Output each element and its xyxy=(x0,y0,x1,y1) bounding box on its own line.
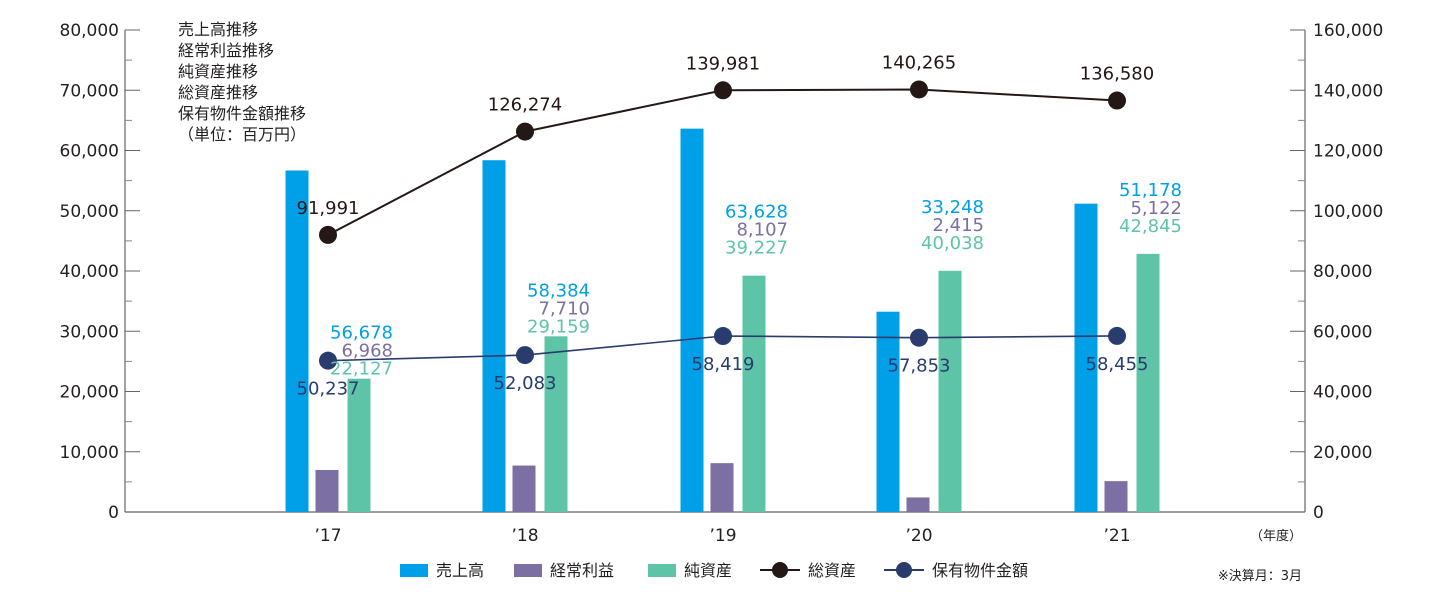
right-tick-label: 80,000 xyxy=(1313,262,1372,282)
left-tick-label: 60,000 xyxy=(60,142,119,162)
line-point-3-0 xyxy=(319,225,337,244)
bar-label-profit-3: 2,415 xyxy=(932,215,984,236)
title-line-0: 売上高推移 xyxy=(178,20,258,39)
bar-label-sales-4: 51,178 xyxy=(1119,180,1182,201)
line-point-4-0 xyxy=(319,351,337,370)
left-tick-label: 80,000 xyxy=(60,21,119,41)
legend-label-0: 売上高 xyxy=(436,561,484,580)
bar-0-1 xyxy=(482,160,506,513)
bar-1-2 xyxy=(710,463,734,512)
right-tick-label: 40,000 xyxy=(1313,383,1372,403)
legend-label-2: 純資産 xyxy=(684,561,732,580)
bar-2-3 xyxy=(938,270,962,512)
total-assets-label-4: 136,580 xyxy=(1080,64,1154,85)
property-label-1: 52,083 xyxy=(494,373,557,394)
fiscal-note: ※決算月：3月 xyxy=(1218,569,1302,584)
x-tick-label: ’18 xyxy=(511,526,538,546)
bar-1-3 xyxy=(906,497,930,512)
bar-0-0 xyxy=(285,170,309,512)
line-point-4-1 xyxy=(516,346,534,365)
legend-label-1: 経常利益 xyxy=(550,561,614,580)
title-line-3: 総資産推移 xyxy=(178,83,258,102)
bar-label-net-1: 29,159 xyxy=(527,316,590,337)
bar-1-1 xyxy=(512,465,536,512)
series-line-3 xyxy=(327,88,1118,236)
total-assets-label-2: 139,981 xyxy=(686,53,760,74)
right-tick-label: 100,000 xyxy=(1313,202,1383,222)
x-tick-label: ’20 xyxy=(905,526,932,546)
total-assets-label-1: 126,274 xyxy=(488,95,562,116)
right-tick-label: 0 xyxy=(1313,503,1324,523)
line-point-4-2 xyxy=(714,327,732,346)
property-label-3: 57,853 xyxy=(888,356,951,377)
bar-2-0 xyxy=(347,378,371,512)
right-tick-label: 20,000 xyxy=(1313,443,1372,463)
left-tick-label: 10,000 xyxy=(60,443,119,463)
right-tick-label: 60,000 xyxy=(1313,322,1372,342)
bar-label-profit-4: 5,122 xyxy=(1130,198,1182,219)
left-tick-label: 50,000 xyxy=(60,202,119,222)
right-tick-label: 120,000 xyxy=(1313,142,1383,162)
legend-marker-3 xyxy=(772,562,788,578)
line-point-4-3 xyxy=(910,328,928,347)
bar-0-3 xyxy=(876,311,900,512)
legend-label-3: 総資産 xyxy=(808,561,856,580)
line-point-3-1 xyxy=(516,122,534,141)
bar-label-profit-2: 8,107 xyxy=(736,220,788,241)
bar-label-net-4: 42,845 xyxy=(1119,216,1182,237)
bar-label-profit-1: 7,710 xyxy=(538,298,590,319)
property-label-4: 58,455 xyxy=(1086,354,1149,375)
line-point-3-4 xyxy=(1108,91,1126,110)
title-line-1: 経常利益推移 xyxy=(178,41,274,60)
bar-label-net-3: 40,038 xyxy=(921,233,984,254)
bar-2-2 xyxy=(742,275,766,512)
bar-label-sales-3: 33,248 xyxy=(921,197,984,218)
right-tick-label: 160,000 xyxy=(1313,21,1383,41)
left-tick-label: 0 xyxy=(108,503,119,523)
property-label-0: 50,237 xyxy=(297,379,360,400)
bar-label-sales-1: 58,384 xyxy=(527,280,590,301)
property-label-2: 58,419 xyxy=(692,354,755,375)
bar-label-sales-2: 63,628 xyxy=(725,202,788,223)
x-tick-label: ’21 xyxy=(1103,526,1130,546)
bar-label-sales-0: 56,678 xyxy=(330,323,393,344)
line-point-3-3 xyxy=(910,80,928,99)
lines xyxy=(319,80,1126,370)
legend-swatch-1 xyxy=(514,564,542,577)
bar-label-net-0: 22,127 xyxy=(330,359,393,380)
bar-1-4 xyxy=(1104,481,1128,512)
bar-2-4 xyxy=(1136,253,1160,512)
legend-label-4: 保有物件金額 xyxy=(932,561,1028,580)
left-tick-label: 30,000 xyxy=(60,322,119,342)
left-tick-label: 70,000 xyxy=(60,81,119,101)
total-assets-label-3: 140,265 xyxy=(882,52,956,73)
bar-2-1 xyxy=(544,336,568,512)
line-point-3-2 xyxy=(714,81,732,100)
legend-marker-4 xyxy=(896,562,912,578)
axes: 0 10,000 20,000 30,000 40,000 50,000 60,000 70,… xyxy=(60,21,1384,584)
bar-label-net-2: 39,227 xyxy=(725,238,788,259)
right-tick-label: 140,000 xyxy=(1313,81,1383,101)
legend: 売上高 経常利益 純資産 総資産 保有物件金額 xyxy=(400,561,1028,580)
x-tick-label: ’17 xyxy=(314,526,341,546)
bar-0-2 xyxy=(680,128,704,512)
title-line-2: 純資産推移 xyxy=(178,62,258,81)
left-tick-label: 20,000 xyxy=(60,383,119,403)
left-tick-label: 40,000 xyxy=(60,262,119,282)
x-tick-label: ’19 xyxy=(709,526,736,546)
legend-swatch-2 xyxy=(648,564,676,577)
line-point-4-4 xyxy=(1108,326,1126,345)
bar-0-4 xyxy=(1074,203,1098,512)
total-assets-label-0: 91,991 xyxy=(297,198,360,219)
legend-swatch-0 xyxy=(400,564,428,577)
bar-label-profit-0: 6,968 xyxy=(341,341,393,362)
bar-1-0 xyxy=(315,470,339,512)
title-line-4: 保有物件金額推移 xyxy=(178,104,306,123)
bars xyxy=(285,128,1160,513)
x-axis-unit: （年度） xyxy=(1250,528,1302,544)
title-line-5: （単位：百万円） xyxy=(178,125,306,144)
